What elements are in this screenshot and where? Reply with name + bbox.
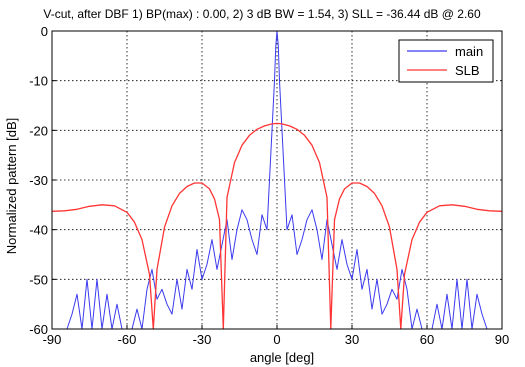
- y-axis-label: Normalized pattern [dB]: [4, 118, 19, 255]
- x-tick-label: -90: [43, 332, 62, 347]
- x-axis-label: angle [deg]: [250, 350, 314, 365]
- y-tick-label: -40: [29, 223, 48, 238]
- x-tick-label: -60: [118, 332, 137, 347]
- y-tick-label: 0: [41, 24, 48, 39]
- y-tick-label: -30: [29, 173, 48, 188]
- x-tick-label: -30: [193, 332, 212, 347]
- x-tick-label: 60: [420, 332, 434, 347]
- y-tick-label: -10: [29, 74, 48, 89]
- legend: main SLB: [398, 39, 494, 83]
- legend-label-main: main: [455, 44, 483, 59]
- y-tick-label: -60: [29, 322, 48, 337]
- series-line-slb: [51, 122, 503, 330]
- legend-box: [398, 39, 494, 83]
- x-tick-label: 30: [345, 332, 359, 347]
- y-tick-label: -50: [29, 272, 48, 287]
- y-tick-labels: 0 -10 -20 -30 -40 -50 -60: [29, 24, 56, 337]
- legend-label-slb: SLB: [455, 63, 480, 78]
- y-tick-label: -20: [29, 123, 48, 138]
- chart-title: V-cut, after DBF 1) BP(max) : 0.00, 2) 3…: [43, 7, 481, 21]
- x-tick-label: 90: [495, 332, 509, 347]
- x-tick-labels: -90 -60 -30 0 30 60 90: [43, 325, 509, 347]
- x-tick-label: 0: [273, 332, 280, 347]
